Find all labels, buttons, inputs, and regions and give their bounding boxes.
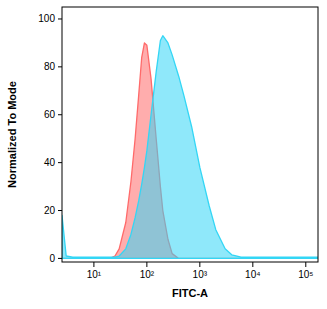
x-tick-label: 10⁴	[245, 269, 260, 280]
y-tick-label: 20	[44, 205, 56, 216]
y-tick	[58, 162, 62, 163]
x-tick-label: 10⁵	[298, 269, 313, 280]
x-tick	[305, 262, 306, 267]
plot-area	[62, 36, 318, 259]
x-tick-label: 10¹	[87, 269, 102, 280]
y-tick-label: 60	[44, 109, 56, 120]
x-tick-label: 10³	[193, 269, 208, 280]
plot-frame	[62, 7, 318, 262]
x-axis-title: FITC-A	[172, 287, 208, 299]
y-tick-label: 0	[49, 253, 55, 264]
y-tick-label: 80	[44, 61, 56, 72]
y-tick	[58, 18, 62, 19]
chart: 10¹ 10² 10³ 10⁴ 10⁵ 0 20 40 60 80 100 FITC-A Normali…	[0, 0, 327, 309]
x-tick	[93, 262, 94, 267]
y-tick	[58, 66, 62, 67]
x-tick	[146, 262, 147, 267]
y-axis-title: Normalized To Mode	[6, 81, 18, 188]
x-tick	[199, 262, 200, 267]
y-tick	[58, 210, 62, 211]
x-tick-label: 10²	[140, 269, 155, 280]
y-tick	[58, 258, 62, 259]
histogram-area	[62, 36, 318, 259]
y-tick	[58, 114, 62, 115]
y-tick-label: 40	[44, 157, 56, 168]
y-tick-label: 100	[38, 13, 55, 24]
x-tick	[252, 262, 253, 267]
